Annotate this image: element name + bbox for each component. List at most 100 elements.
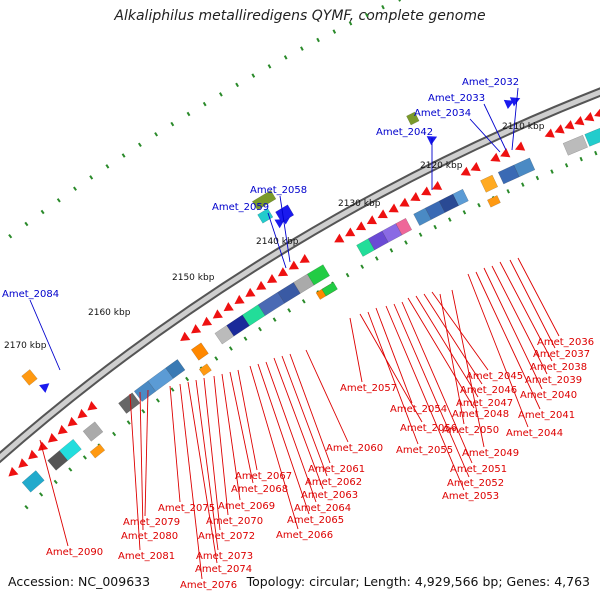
inner-dot — [389, 248, 394, 253]
inner-dot — [477, 202, 481, 208]
leader-line — [249, 365, 299, 530]
gene-label: Amet_2032 — [462, 77, 519, 88]
outer-dot — [24, 221, 29, 227]
gene-block-inner — [562, 134, 589, 156]
gene-arrow-reverse — [191, 324, 202, 334]
gene-label: Amet_2060 — [326, 443, 383, 454]
kbp-tick-label: 2170 kbp — [4, 341, 47, 351]
leader-line — [281, 355, 328, 477]
leader-line — [415, 295, 479, 398]
gene-label: Amet_2074 — [195, 564, 252, 575]
outer-dot — [186, 111, 191, 117]
gene-arrow-reverse — [470, 162, 481, 172]
gene-arrow-reverse — [345, 227, 356, 237]
leader-line — [279, 195, 291, 263]
inner-dot — [126, 420, 131, 425]
gene-block-inner — [82, 421, 104, 442]
inner-dot — [24, 505, 29, 510]
leader-line — [195, 379, 219, 551]
outer-dot — [235, 82, 239, 88]
gene-arrow-reverse — [515, 141, 526, 151]
gene-features — [8, 97, 600, 493]
gene-arrow-reverse — [256, 280, 267, 290]
outer-dot — [89, 175, 94, 180]
gene-label: Amet_2080 — [121, 531, 178, 542]
outer-dot — [267, 64, 272, 69]
inner-dot — [462, 210, 467, 215]
gene-arrow-reverse — [564, 120, 575, 130]
gene-block-inner — [306, 264, 331, 286]
gene-arrow-reverse — [212, 309, 223, 319]
gene-block-inner — [47, 450, 69, 471]
inner-dot — [433, 224, 438, 230]
gene-label: Amet_2075 — [158, 503, 215, 514]
gene-block-inner2 — [487, 195, 501, 208]
inner-dot — [112, 431, 117, 437]
inner-dot — [301, 299, 306, 304]
gene-arrow-reverse — [180, 331, 191, 341]
outer-dot — [73, 186, 77, 191]
gene-block-inner — [214, 325, 235, 345]
inner-dot — [155, 398, 160, 403]
gene-label: Amet_2067 — [235, 471, 292, 482]
gene-label: Amet_2079 — [123, 517, 180, 528]
gene-arrow-reverse — [18, 458, 29, 468]
gene-block-inner — [452, 188, 469, 207]
inner-dot — [68, 467, 73, 472]
gene-block-inner — [293, 273, 315, 294]
inner-dot — [287, 308, 292, 313]
gene-arrow-reverse — [544, 128, 555, 138]
outer-dot — [365, 12, 369, 18]
gene-arrow-forward — [509, 97, 521, 107]
outer-dot — [8, 234, 13, 239]
leader-line — [359, 313, 423, 423]
gene-arrow-reverse — [399, 197, 410, 207]
gene-block-inner — [59, 438, 82, 461]
gene-label: Amet_2044 — [506, 428, 563, 439]
gene-label: Amet_2084 — [2, 289, 59, 300]
gene-label: Amet_2073 — [196, 551, 253, 562]
leader-line — [237, 369, 258, 471]
leader-lines — [29, 87, 560, 580]
leader-line — [385, 305, 465, 491]
gene-label: Amet_2065 — [287, 515, 344, 526]
outer-dot — [300, 46, 304, 51]
outer-dot — [348, 21, 353, 26]
leader-line — [517, 257, 560, 337]
gene-label: Amet_2072 — [198, 531, 255, 542]
gene-forward-olive — [251, 190, 277, 211]
leader-line — [393, 303, 470, 478]
gene-block-inner — [242, 304, 266, 327]
leader-line — [499, 261, 553, 362]
inner-dot — [404, 240, 408, 245]
backbone-outer — [0, 87, 600, 464]
leader-line — [144, 389, 149, 517]
inner-dot — [272, 317, 277, 322]
gene-arrow-reverse — [334, 233, 345, 243]
gene-block-inner — [21, 470, 45, 493]
gene-arrow-reverse — [288, 260, 299, 270]
gene-block-inner — [513, 157, 536, 178]
gene-block-inner2 — [89, 443, 106, 459]
gene-block-inner — [133, 380, 157, 402]
gene-arrow-reverse — [460, 166, 471, 176]
gene-label: Amet_2036 — [537, 337, 594, 348]
gene-arrow-reverse — [500, 148, 511, 158]
kbp-tick-label: 2120 kbp — [420, 161, 463, 171]
outer-dot — [219, 92, 223, 97]
inner-dot — [564, 163, 569, 168]
leader-line — [139, 391, 144, 531]
inner-dot — [228, 346, 233, 351]
gene-label: Amet_2063 — [301, 490, 358, 501]
gene-arrow-reverse — [594, 108, 600, 117]
gene-arrow-forward — [503, 99, 515, 110]
gene-arrow-reverse — [267, 274, 278, 283]
leader-line — [187, 381, 218, 564]
outer-dot — [154, 132, 159, 137]
outer-dot — [40, 209, 45, 215]
outer-dot — [316, 37, 320, 43]
gene-arrow-forward — [39, 383, 50, 393]
inner-dot — [345, 272, 350, 278]
gene-arrow-reverse — [87, 400, 98, 411]
